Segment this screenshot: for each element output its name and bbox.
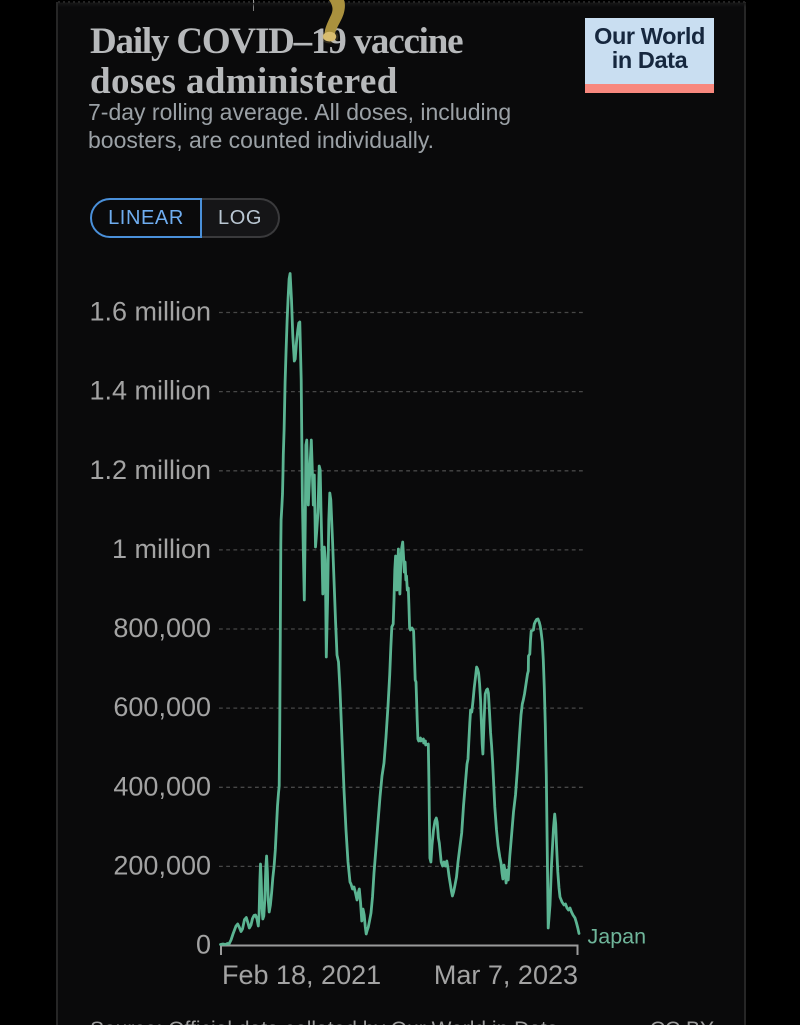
svg-text:400,000: 400,000 [113, 771, 211, 801]
svg-text:Mar 7, 2023: Mar 7, 2023 [434, 960, 578, 990]
svg-text:1.4 million: 1.4 million [89, 376, 211, 406]
svg-text:1 million: 1 million [112, 534, 211, 564]
svg-text:600,000: 600,000 [113, 692, 211, 722]
svg-text:200,000: 200,000 [113, 850, 211, 880]
svg-text:0: 0 [196, 930, 211, 960]
svg-text:1.2 million: 1.2 million [89, 455, 211, 485]
svg-text:800,000: 800,000 [113, 613, 211, 643]
svg-text:Japan: Japan [588, 925, 647, 949]
svg-text:1.6 million: 1.6 million [89, 297, 211, 327]
svg-text:Feb 18, 2021: Feb 18, 2021 [222, 960, 381, 990]
